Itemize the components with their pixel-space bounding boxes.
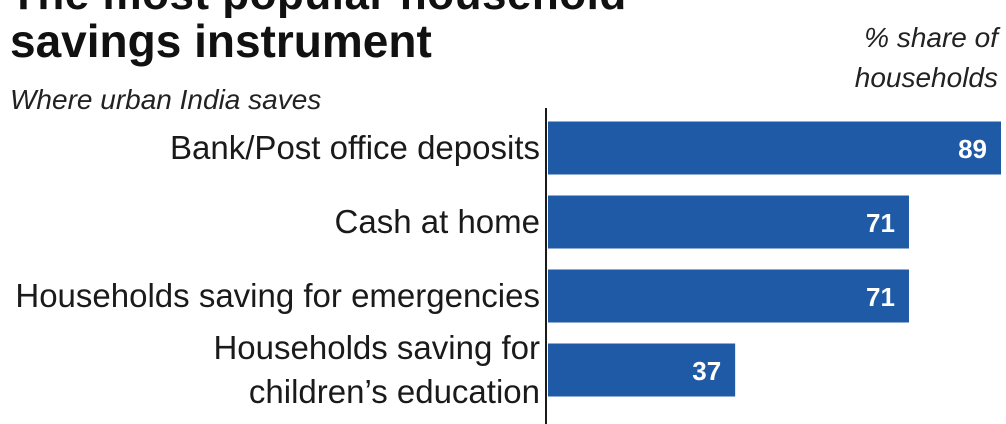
value-label-3: 37 (692, 356, 721, 386)
chart-title-cut: The most popular household (10, 0, 627, 20)
category-label-0: Bank/Post office deposits (170, 129, 540, 166)
bar-1 (548, 195, 909, 249)
value-label-2: 71 (866, 282, 895, 312)
bar-3 (548, 343, 736, 397)
value-label-0: 89 (958, 134, 987, 164)
value-label-1: 71 (866, 208, 895, 238)
unit-label: % share of households (854, 22, 998, 93)
category-label-1: Cash at home (335, 203, 540, 240)
bar-0 (548, 121, 1001, 175)
category-label-3-line-0: Households saving for (213, 329, 540, 366)
chart-subtitle: Where urban India saves (10, 84, 322, 115)
category-label-2: Households saving for emergencies (15, 277, 540, 314)
bar-2 (548, 269, 909, 323)
category-label-3-line-1: children’s education (249, 373, 540, 410)
chart-title: savings instrument (10, 15, 432, 67)
